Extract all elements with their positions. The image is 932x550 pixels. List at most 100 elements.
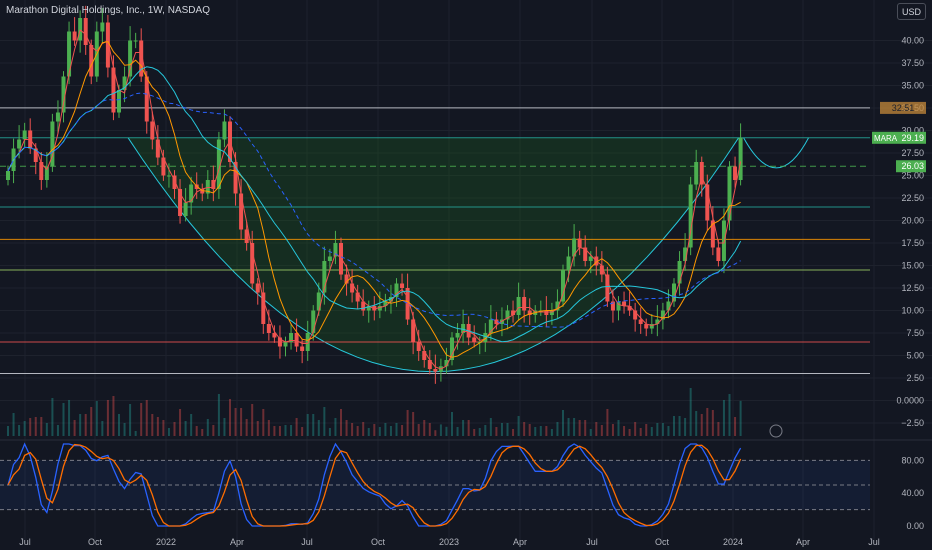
- volume-bar: [234, 408, 237, 436]
- candle: [483, 333, 488, 342]
- volume-bar: [673, 416, 675, 436]
- volume-bar: [589, 429, 592, 436]
- candle: [705, 184, 710, 221]
- candle: [89, 45, 94, 77]
- time-tick-label: Oct: [88, 537, 103, 547]
- candle: [522, 297, 527, 311]
- candle: [555, 301, 560, 311]
- volume-bar: [312, 414, 315, 436]
- volume-bar: [245, 419, 248, 436]
- price-tag-label: 29.19: [901, 133, 924, 143]
- price-tick-label: 25.00: [901, 171, 924, 181]
- volume-bar: [517, 416, 520, 436]
- volume-bar: [506, 423, 509, 436]
- volume-bar: [251, 404, 254, 436]
- candle: [394, 283, 399, 297]
- volume-bar: [112, 396, 115, 436]
- volume-bar: [201, 429, 204, 436]
- candle: [55, 112, 60, 122]
- volume-bar: [356, 426, 359, 436]
- volume-bar: [423, 420, 426, 436]
- candle: [588, 256, 593, 261]
- volume-bar: [284, 425, 287, 436]
- volume-bar: [711, 410, 714, 436]
- volume-bar: [545, 426, 548, 436]
- volume-bar: [500, 423, 503, 436]
- volume-bar: [456, 427, 459, 436]
- time-tick-label: 2024: [723, 537, 743, 547]
- moving-average: [7, 66, 742, 343]
- stoch-tick-label: 80.00: [901, 455, 924, 465]
- volume-bar: [217, 394, 220, 436]
- volume-bar: [156, 417, 159, 436]
- candle: [727, 166, 732, 221]
- volume-bar: [140, 403, 143, 436]
- volume-bar: [62, 403, 65, 436]
- volume-bar: [534, 427, 537, 436]
- candle: [6, 171, 10, 180]
- stoch-tick-label: 40.00: [901, 488, 924, 498]
- price-tag-bg: [872, 131, 926, 144]
- volume-bar: [328, 428, 331, 436]
- price-tag-bg: [880, 101, 926, 114]
- volume-bar: [700, 414, 703, 436]
- candle: [677, 261, 682, 284]
- candle: [649, 324, 654, 329]
- replay-icon[interactable]: [769, 424, 783, 438]
- volume-bar: [695, 411, 698, 436]
- candle: [699, 162, 704, 185]
- volume-bar: [18, 425, 21, 436]
- volume-bar: [23, 421, 26, 436]
- volume-bar: [562, 410, 564, 436]
- candle: [67, 31, 72, 77]
- candle: [133, 40, 138, 42]
- candle: [72, 31, 77, 41]
- candle: [599, 265, 604, 275]
- candle: [222, 121, 227, 140]
- candle: [433, 369, 438, 372]
- volume-bar: [667, 426, 670, 436]
- candle: [733, 166, 738, 180]
- volume-bar: [567, 418, 570, 436]
- price-tick-label: 30.00: [901, 126, 924, 136]
- candle: [422, 351, 427, 360]
- volume-bar: [412, 412, 415, 436]
- candle: [327, 256, 332, 261]
- volume-bar: [584, 420, 587, 436]
- volume-bar: [223, 418, 226, 436]
- candle: [494, 319, 499, 324]
- volume-bar: [173, 422, 176, 436]
- volume-bar: [600, 425, 603, 436]
- currency-button[interactable]: USD: [897, 3, 926, 20]
- candle: [183, 202, 188, 216]
- candle: [33, 148, 38, 162]
- candle: [355, 292, 360, 302]
- volume-bar: [428, 423, 431, 436]
- candle: [505, 310, 510, 320]
- volume-bar: [656, 423, 659, 436]
- volume-bar: [473, 429, 476, 436]
- volume-bar: [384, 423, 387, 436]
- candle: [411, 319, 416, 342]
- candle: [283, 342, 288, 347]
- candle: [39, 162, 44, 180]
- volume-bar: [478, 428, 481, 436]
- candle: [305, 333, 310, 351]
- candle: [233, 162, 238, 194]
- volume-bar: [406, 410, 409, 436]
- price-tick-label: 35.00: [901, 81, 924, 91]
- volume-bar: [334, 418, 337, 436]
- candle: [150, 121, 155, 140]
- volume-bar: [151, 414, 154, 436]
- candle: [139, 40, 144, 77]
- volume-bar: [689, 388, 692, 436]
- candle: [610, 301, 615, 311]
- volume-bar: [95, 401, 98, 436]
- time-tick-label: 2023: [439, 537, 459, 547]
- candle: [300, 346, 305, 351]
- price-tick-label: 27.50: [901, 148, 924, 158]
- candle: [572, 238, 577, 257]
- candle: [294, 333, 299, 347]
- chart-title: Marathon Digital Holdings, Inc., 1W, NAS…: [6, 5, 210, 16]
